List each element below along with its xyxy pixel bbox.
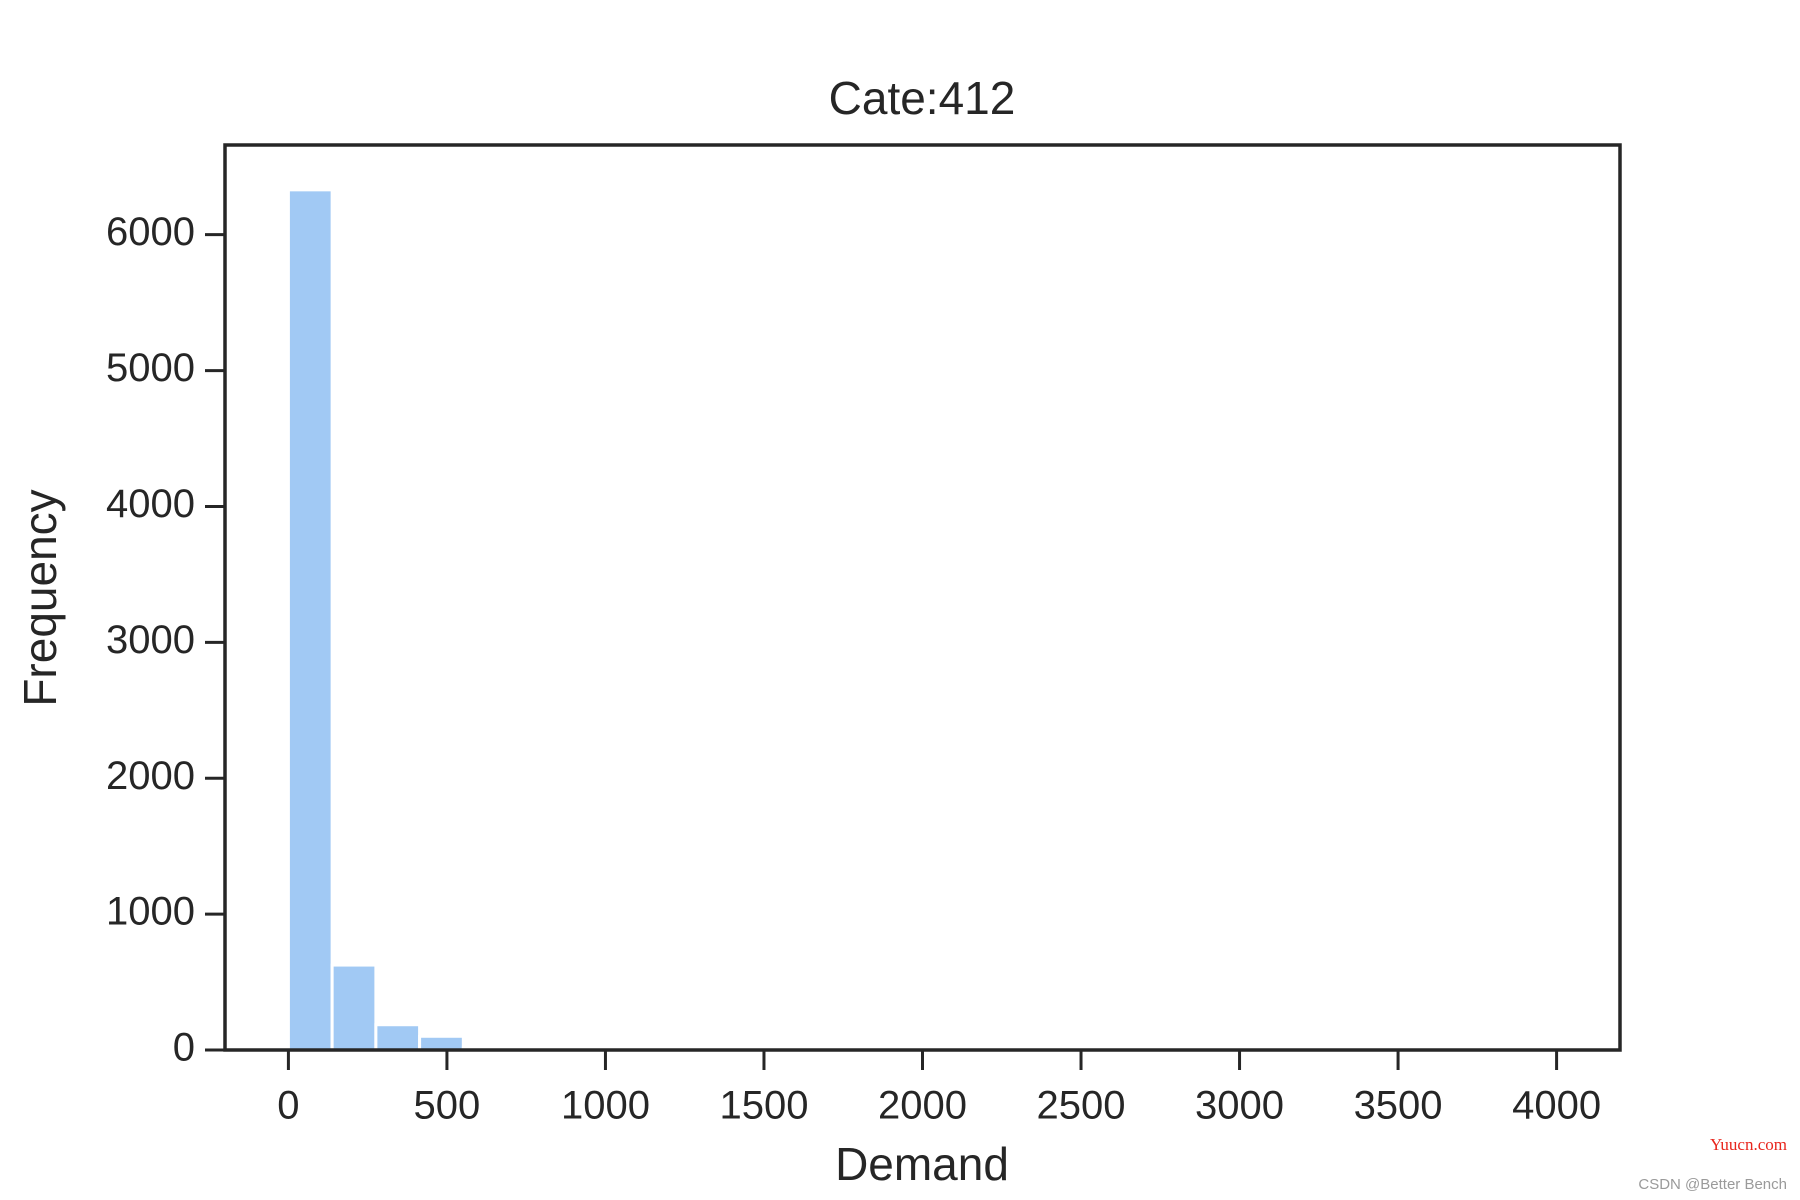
watermark: Yuucn.com: [1710, 1135, 1787, 1154]
x-tick-label: 500: [414, 1084, 481, 1128]
bar: [374, 1023, 422, 1052]
x-tick-label: 4000: [1512, 1084, 1601, 1128]
x-tick-label: 1500: [719, 1084, 808, 1128]
bar: [286, 188, 334, 1052]
y-axis-label: Frequency: [14, 489, 66, 706]
x-tick-label: 1000: [561, 1084, 650, 1128]
y-tick-label: 1000: [106, 890, 195, 934]
x-tick-label: 3000: [1195, 1084, 1284, 1128]
y-tick-label: 6000: [106, 210, 195, 254]
x-axis-label: Demand: [835, 1138, 1009, 1190]
bar: [418, 1034, 465, 1052]
y-tick-label: 0: [173, 1026, 195, 1070]
bar: [330, 963, 378, 1052]
y-tick-label: 3000: [106, 618, 195, 662]
y-tick-label: 2000: [106, 754, 195, 798]
y-tick-label: 4000: [106, 482, 195, 526]
chart-title: Cate:412: [829, 72, 1016, 124]
x-tick-label: 2000: [878, 1084, 967, 1128]
x-tick-label: 2500: [1037, 1084, 1126, 1128]
x-tick-label: 0: [277, 1084, 299, 1128]
plot-frame: [223, 143, 1622, 1052]
watermark: CSDN @Better Bench: [1638, 1176, 1787, 1193]
x-tick-label: 3500: [1354, 1084, 1443, 1128]
y-tick-label: 5000: [106, 346, 195, 390]
